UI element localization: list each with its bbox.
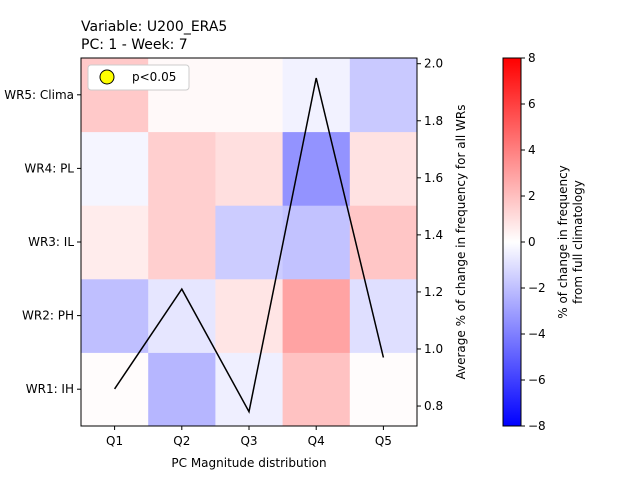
heatmap-cell: [282, 278, 351, 353]
y2-tick-label: 1.0: [424, 342, 443, 356]
heatmap-cell: [81, 278, 149, 353]
y2-tick-label: 1.2: [424, 285, 443, 299]
y2-tick-label: 1.6: [424, 171, 443, 185]
heatmap-cell: [349, 352, 418, 427]
heatmap-cell: [81, 131, 149, 206]
heatmap-cell: [349, 131, 418, 206]
y2-axis-label: Average % of change in frequency for all…: [454, 104, 468, 379]
y2-tick-label: 0.8: [424, 399, 443, 413]
heatmap-cell: [349, 58, 418, 133]
x-tick-label: Q3: [240, 434, 257, 448]
colorbar-tick-label: 8: [528, 51, 536, 65]
heatmap-cell: [81, 205, 149, 280]
colorbar-tick-label: 4: [528, 143, 536, 157]
legend: p<0.05: [87, 64, 190, 91]
colorbar: [502, 57, 522, 427]
x-tick-label: Q1: [106, 434, 123, 448]
heatmap-cell: [349, 205, 418, 280]
x-axis-label: PC Magnitude distribution: [171, 456, 326, 470]
y-axis-left: WR1: IH WR2: PH WR3: IL WR4: PL WR5: Clima: [4, 88, 81, 396]
colorbar-tick-label: −2: [528, 281, 546, 295]
heatmap-cell: [282, 352, 351, 427]
y2-tick-label: 2.0: [424, 57, 443, 71]
colorbar-label-line-2: from full climatology: [571, 180, 585, 304]
heatmap-cell: [215, 278, 284, 353]
heatmap-cell: [148, 278, 216, 353]
legend-label: p<0.05: [132, 70, 176, 84]
legend-box: [87, 64, 190, 91]
y-axis-right: 0.8 1.0 1.2 1.4 1.6 1.8 2.0: [417, 57, 443, 413]
y-tick-label: WR1: IH: [26, 382, 74, 396]
colorbar-tick-label: −6: [528, 373, 546, 387]
y-tick-label: WR2: PH: [22, 309, 74, 323]
chart-title-line-1: Variable: U200_ERA5: [81, 19, 227, 35]
colorbar-tick-label: 0: [528, 235, 536, 249]
x-tick-label: Q2: [173, 434, 190, 448]
average-change-line: [113, 77, 385, 414]
x-tick-label: Q5: [375, 434, 392, 448]
chart-title: Variable: U200_ERA5 PC: 1 - Week: 7: [81, 19, 227, 53]
y-tick-label: WR3: IL: [28, 235, 74, 249]
colorbar-tick-label: 6: [528, 97, 536, 111]
y-tick-label: WR5: Clima: [4, 88, 74, 102]
heatmap-cell: [215, 352, 284, 427]
heatmap-cell: [81, 352, 149, 427]
heatmap-cell: [349, 278, 418, 353]
colorbar-tick-label: 2: [528, 189, 536, 203]
y2-tick-label: 1.4: [424, 228, 443, 242]
colorbar-label-line-1: % of change in frequency: [556, 165, 570, 319]
heatmap-cells: [81, 58, 418, 427]
chart-title-line-2: PC: 1 - Week: 7: [81, 37, 188, 53]
y2-tick-label: 1.8: [424, 114, 443, 128]
heatmap-cell: [282, 58, 351, 133]
heatmap-cell: [215, 58, 284, 133]
heatmap-cell: [148, 352, 216, 427]
x-axis: Q1 Q2 Q3 Q4 Q5: [106, 426, 392, 448]
legend-marker: [99, 69, 115, 85]
colorbar-tick-label: −8: [528, 419, 546, 433]
x-tick-label: Q4: [308, 434, 325, 448]
heatmap-cell: [282, 205, 351, 280]
colorbar-tick-label: −4: [528, 327, 546, 341]
heatmap-cell: [282, 131, 351, 206]
colorbar-label: % of change in frequency from full clima…: [556, 165, 585, 319]
heatmap-cell: [148, 131, 216, 206]
heatmap-cell: [215, 131, 284, 206]
heatmap-cell: [148, 205, 216, 280]
y-tick-label: WR4: PL: [24, 161, 74, 175]
colorbar-axis: −8 −6 −4 −2 0 2 4 6 8: [521, 51, 546, 433]
heatmap-cell: [215, 205, 284, 280]
